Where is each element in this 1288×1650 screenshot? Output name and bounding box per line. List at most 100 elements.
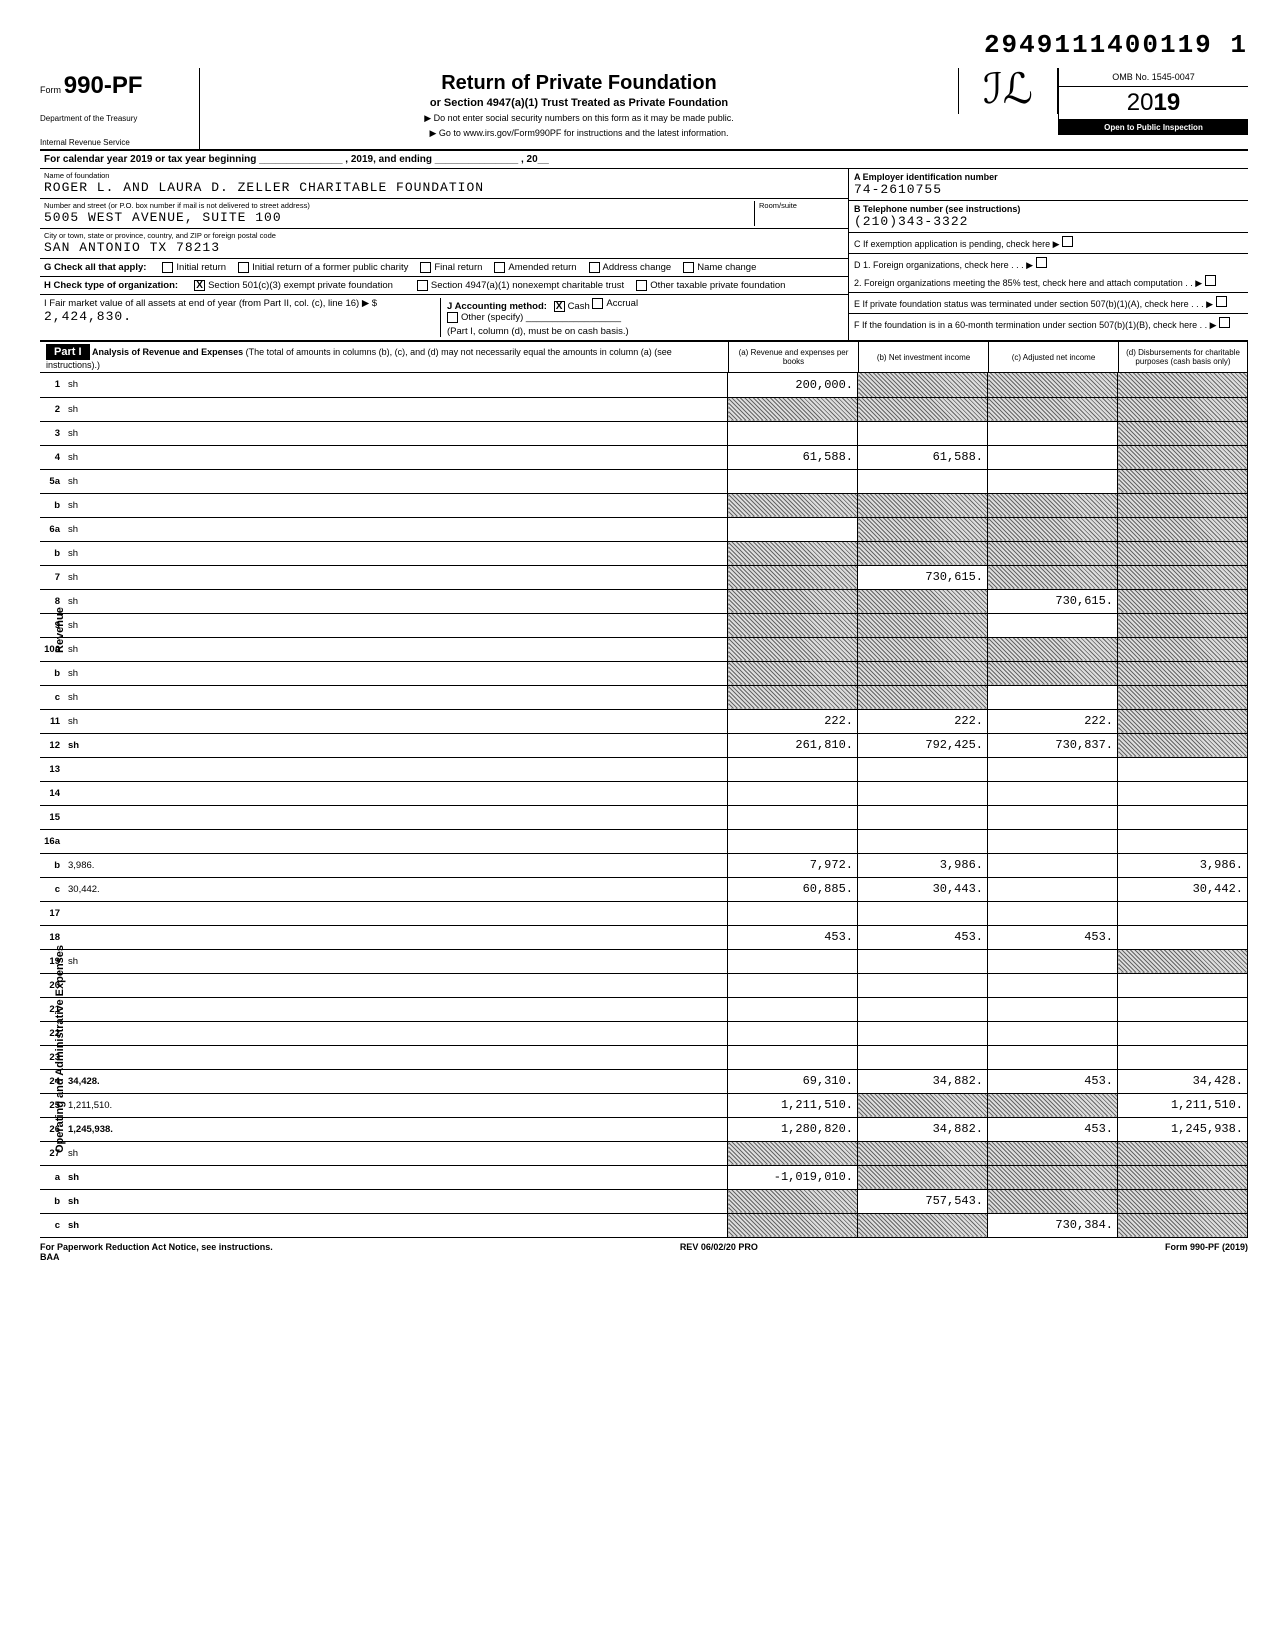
col-c-header: (c) Adjusted net income xyxy=(988,342,1118,372)
cell-col-c: 453. xyxy=(988,1069,1118,1093)
cell-col-b xyxy=(858,901,988,925)
cell-col-d xyxy=(1118,517,1248,541)
cell-col-c: 730,837. xyxy=(988,733,1118,757)
cell-col-b xyxy=(858,1165,988,1189)
table-row: 15 xyxy=(40,805,1248,829)
cell-col-c: 453. xyxy=(988,925,1118,949)
checkbox-amended[interactable] xyxy=(494,262,505,273)
table-row: b3,986.7,972.3,986.3,986. xyxy=(40,853,1248,877)
cell-col-d xyxy=(1118,1021,1248,1045)
checkbox-f[interactable] xyxy=(1219,317,1230,328)
cell-col-d xyxy=(1118,565,1248,589)
cell-col-b xyxy=(858,685,988,709)
cell-col-b xyxy=(858,637,988,661)
row-description: sh xyxy=(64,541,728,565)
row-description xyxy=(64,997,728,1021)
row-number: 2 xyxy=(40,397,64,421)
form-prefix: Form xyxy=(40,85,61,95)
checkbox-initial-return[interactable] xyxy=(162,262,173,273)
tax-year: 2019 xyxy=(1059,87,1248,120)
cell-col-d xyxy=(1118,925,1248,949)
checkbox-501c3[interactable]: X xyxy=(194,280,205,291)
checkbox-initial-former[interactable] xyxy=(238,262,249,273)
cell-col-a: 261,810. xyxy=(728,733,858,757)
table-row: 17 xyxy=(40,901,1248,925)
row-description: sh xyxy=(64,685,728,709)
checkbox-name-change[interactable] xyxy=(683,262,694,273)
row-number: a xyxy=(40,1165,64,1189)
cell-col-b xyxy=(858,373,988,397)
cell-col-b xyxy=(858,397,988,421)
row-description: sh xyxy=(64,421,728,445)
checkbox-e[interactable] xyxy=(1216,296,1227,307)
cell-col-a xyxy=(728,997,858,1021)
row-number: 3 xyxy=(40,421,64,445)
cell-col-d xyxy=(1118,493,1248,517)
checkbox-4947[interactable] xyxy=(417,280,428,291)
table-row: 13 xyxy=(40,757,1248,781)
row-description: sh xyxy=(64,1213,728,1237)
cell-col-c xyxy=(988,853,1118,877)
checkbox-address-change[interactable] xyxy=(589,262,600,273)
cell-col-d xyxy=(1118,709,1248,733)
checkbox-d1[interactable] xyxy=(1036,257,1047,268)
cell-col-d xyxy=(1118,1045,1248,1069)
footer-baa: BAA xyxy=(40,1252,1248,1262)
cell-col-d xyxy=(1118,469,1248,493)
row-description xyxy=(64,1045,728,1069)
cell-col-a xyxy=(728,541,858,565)
footer-row: For Paperwork Reduction Act Notice, see … xyxy=(40,1238,1248,1252)
cell-col-b xyxy=(858,421,988,445)
signature-block: ℐℒ xyxy=(958,68,1058,114)
row-number: 5a xyxy=(40,469,64,493)
cell-col-d xyxy=(1118,949,1248,973)
checkbox-final-return[interactable] xyxy=(420,262,431,273)
cell-col-b: 3,986. xyxy=(858,853,988,877)
checkbox-accrual[interactable] xyxy=(592,298,603,309)
row-number: 1 xyxy=(40,373,64,397)
table-row: ash-1,019,010. xyxy=(40,1165,1248,1189)
checkbox-other-method[interactable] xyxy=(447,312,458,323)
row-description: 34,428. xyxy=(64,1069,728,1093)
form-number: 990-PF xyxy=(64,72,143,99)
row-description: sh xyxy=(64,397,728,421)
cell-col-b: 757,543. xyxy=(858,1189,988,1213)
cell-col-d xyxy=(1118,1141,1248,1165)
cell-col-d xyxy=(1118,805,1248,829)
cell-col-c xyxy=(988,493,1118,517)
tax-year-suffix: 19 xyxy=(1154,89,1181,116)
foundation-city: SAN ANTONIO TX 78213 xyxy=(44,240,844,255)
checkbox-other-taxable[interactable] xyxy=(636,280,647,291)
row-description: sh xyxy=(64,637,728,661)
cell-col-c xyxy=(988,1189,1118,1213)
cell-col-c xyxy=(988,541,1118,565)
city-label: City or town, state or province, country… xyxy=(44,231,844,240)
cell-col-b xyxy=(858,1093,988,1117)
row-number: 7 xyxy=(40,565,64,589)
cell-col-a: 1,280,820. xyxy=(728,1117,858,1141)
room-label: Room/suite xyxy=(759,201,844,210)
cell-col-d xyxy=(1118,1189,1248,1213)
cell-col-d xyxy=(1118,1213,1248,1237)
cell-col-b xyxy=(858,1045,988,1069)
table-row: 251,211,510.1,211,510.1,211,510. xyxy=(40,1093,1248,1117)
cell-col-a xyxy=(728,781,858,805)
cell-col-c xyxy=(988,685,1118,709)
cell-col-a: 200,000. xyxy=(728,373,858,397)
name-label: Name of foundation xyxy=(44,171,844,180)
g-label: G Check all that apply: xyxy=(44,262,146,273)
opt-other-taxable: Other taxable private foundation xyxy=(650,280,785,291)
cell-col-b: 222. xyxy=(858,709,988,733)
cell-col-b: 792,425. xyxy=(858,733,988,757)
table-row: 10ash xyxy=(40,637,1248,661)
cell-col-c xyxy=(988,829,1118,853)
part1-title: Analysis of Revenue and Expenses xyxy=(92,347,243,357)
checkbox-c[interactable] xyxy=(1062,236,1073,247)
row-number: c xyxy=(40,685,64,709)
table-row: 2434,428.69,310.34,882.453.34,428. xyxy=(40,1069,1248,1093)
checkbox-cash[interactable]: X xyxy=(554,301,565,312)
cell-col-a: 222. xyxy=(728,709,858,733)
checkbox-d2[interactable] xyxy=(1205,275,1216,286)
table-row: 18453.453.453. xyxy=(40,925,1248,949)
signature-icon: ℐℒ xyxy=(963,72,1053,110)
